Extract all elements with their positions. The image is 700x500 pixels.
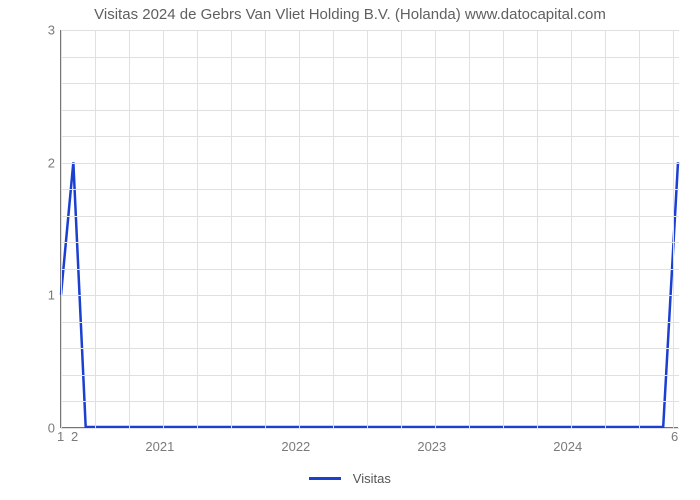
gridline-v <box>367 30 368 428</box>
legend: Visitas <box>0 470 700 486</box>
y-tick-label: 1 <box>48 288 61 303</box>
gridline-h <box>61 83 679 84</box>
gridline-v <box>673 30 674 428</box>
y-tick-label: 2 <box>48 155 61 170</box>
y-tick-label: 3 <box>48 23 61 38</box>
gridline-v <box>299 30 300 428</box>
gridline-h <box>61 163 679 164</box>
gridline-h <box>61 189 679 190</box>
chart-container: Visitas 2024 de Gebrs Van Vliet Holding … <box>0 0 700 500</box>
legend-label: Visitas <box>353 471 391 486</box>
gridline-h <box>61 216 679 217</box>
gridline-v <box>95 30 96 428</box>
gridline-v <box>639 30 640 428</box>
x-edge-label-right: 6 <box>671 427 678 444</box>
gridline-v <box>129 30 130 428</box>
gridline-v <box>333 30 334 428</box>
x-edge-label-left2: 2 <box>71 427 78 444</box>
gridline-h <box>61 295 679 296</box>
gridline-v <box>469 30 470 428</box>
gridline-h <box>61 375 679 376</box>
gridline-h <box>61 322 679 323</box>
gridline-h <box>61 110 679 111</box>
gridline-h <box>61 269 679 270</box>
gridline-h <box>61 57 679 58</box>
gridline-v <box>537 30 538 428</box>
x-edge-label-left: 1 <box>57 427 64 444</box>
plot-area: 01232021202220232024126 <box>60 30 678 428</box>
gridline-v <box>265 30 266 428</box>
x-tick-label: 2023 <box>417 427 446 454</box>
gridline-v <box>163 30 164 428</box>
gridline-h <box>61 401 679 402</box>
chart-title: Visitas 2024 de Gebrs Van Vliet Holding … <box>0 6 700 23</box>
gridline-v <box>503 30 504 428</box>
gridline-v <box>401 30 402 428</box>
line-series <box>61 30 678 427</box>
x-tick-label: 2022 <box>281 427 310 454</box>
gridline-v <box>605 30 606 428</box>
gridline-h <box>61 242 679 243</box>
gridline-h <box>61 30 679 31</box>
legend-swatch <box>309 477 341 480</box>
gridline-h <box>61 348 679 349</box>
x-tick-label: 2024 <box>553 427 582 454</box>
gridline-v <box>571 30 572 428</box>
gridline-v <box>197 30 198 428</box>
x-tick-label: 2021 <box>145 427 174 454</box>
gridline-h <box>61 136 679 137</box>
gridline-v <box>435 30 436 428</box>
gridline-v <box>61 30 62 428</box>
gridline-v <box>231 30 232 428</box>
